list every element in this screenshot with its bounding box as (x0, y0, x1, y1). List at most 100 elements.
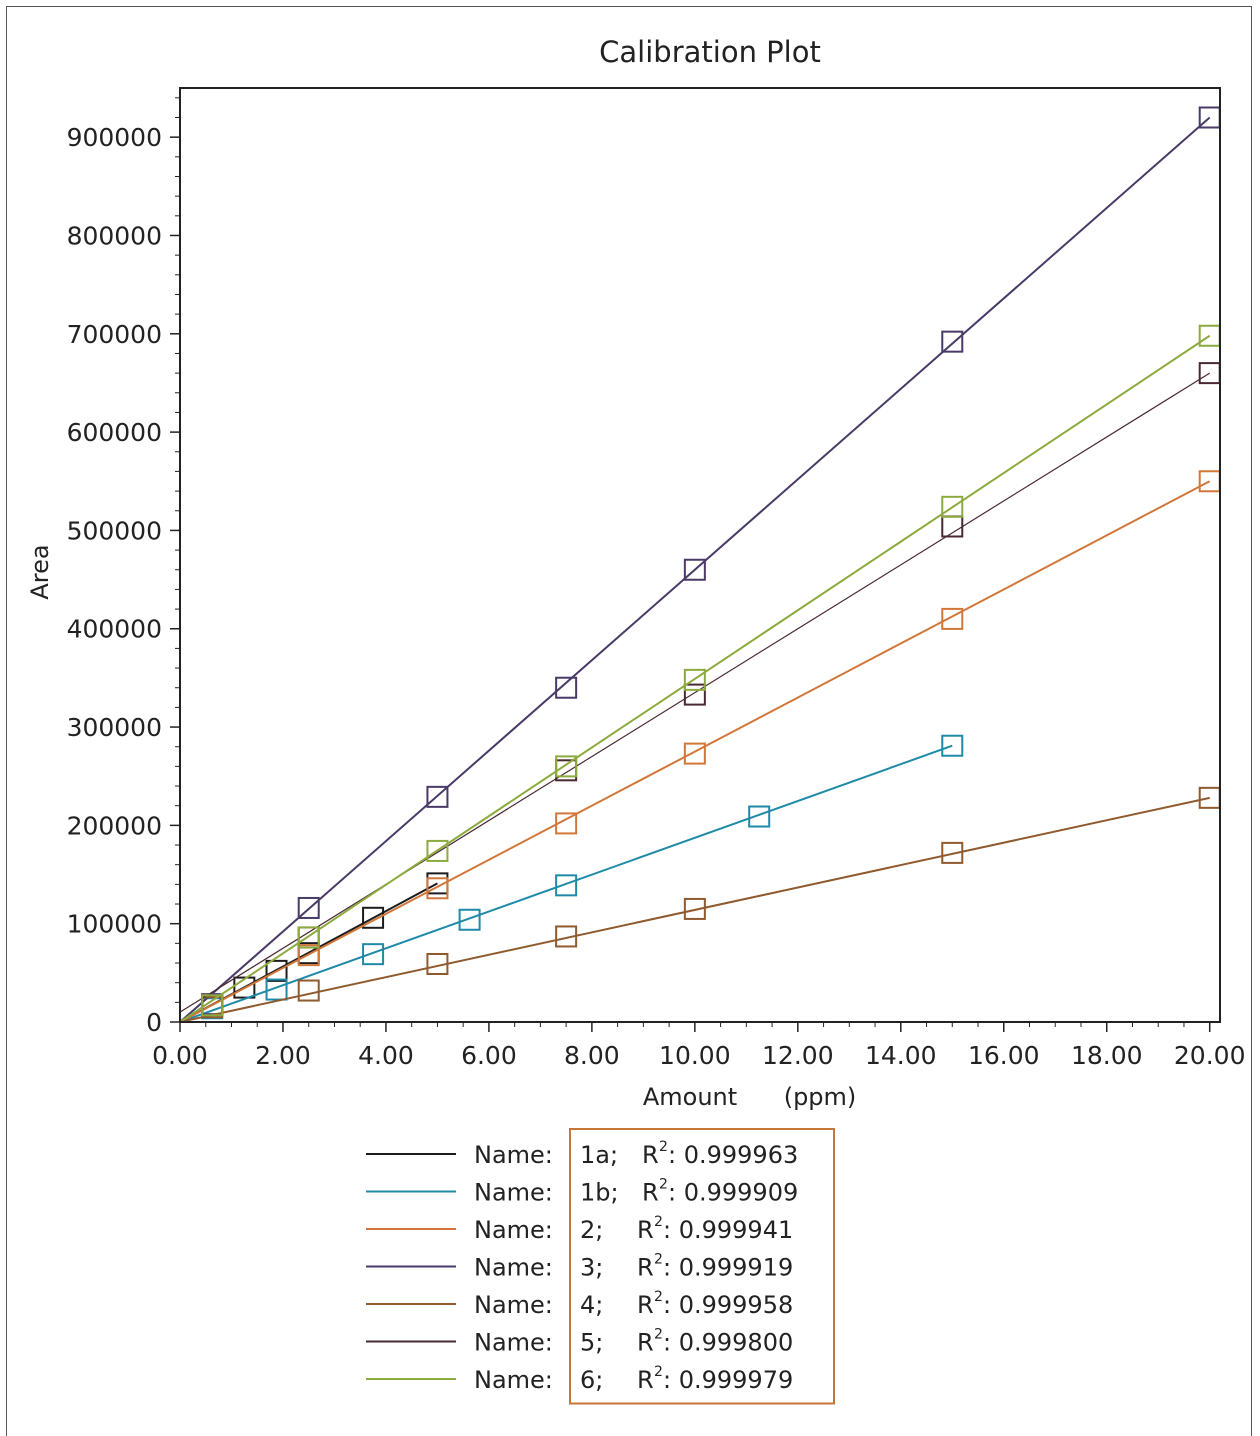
legend-r2-superscript: 2 (654, 1289, 663, 1305)
y-tick-label: 900000 (67, 123, 162, 152)
legend-r2-label: R (642, 1179, 659, 1207)
data-point-6 (426, 839, 449, 862)
series-1b (179, 734, 964, 1023)
legend-r2-label: R (637, 1291, 654, 1319)
data-point-1b (748, 805, 771, 828)
legend-r2-label: R (642, 1141, 659, 1169)
legend-series-id: 2; (580, 1216, 603, 1244)
x-tick-label: 6.00 (461, 1041, 517, 1070)
data-point-4 (941, 841, 964, 864)
data-point-2 (683, 742, 706, 765)
plot-border (179, 87, 1221, 1023)
series-2 (179, 470, 1221, 1023)
x-axis-unit: (ppm) (784, 1083, 857, 1111)
data-point-2 (555, 812, 578, 835)
fit-line-5 (179, 372, 1211, 1013)
data-point-1b (458, 908, 481, 931)
legend-series-id: 6; (580, 1366, 603, 1394)
legend-r2-superscript: 2 (659, 1177, 668, 1193)
chart-frame (6, 6, 1252, 1436)
y-tick-label: 100000 (67, 910, 162, 939)
data-point-1b (555, 874, 578, 897)
x-tick-label: 0.00 (152, 1041, 208, 1070)
fit-line-2 (179, 480, 1211, 1023)
data-point-1a (362, 906, 385, 929)
legend-r2-superscript: 2 (654, 1364, 663, 1380)
data-point-6 (555, 755, 578, 778)
legend-series-id: 3; (580, 1254, 603, 1282)
legend-r2-value: : 0.999979 (663, 1366, 793, 1394)
data-point-4 (297, 979, 320, 1002)
legend-name-label: Name: (474, 1141, 553, 1169)
y-tick-label: 800000 (67, 221, 162, 250)
data-point-1a (265, 959, 288, 982)
fit-line-1b (179, 744, 953, 1023)
data-point-2 (426, 877, 449, 900)
x-tick-label: 16.00 (968, 1041, 1040, 1070)
legend-name-label: Name: (474, 1254, 553, 1282)
y-tick-label: 200000 (67, 811, 162, 840)
y-tick-label: 700000 (67, 320, 162, 349)
series-6 (179, 324, 1221, 1023)
series-3 (179, 106, 1221, 1023)
data-point-5 (683, 683, 706, 706)
data-point-1a (233, 976, 256, 999)
fit-line-4 (179, 796, 1210, 1023)
axes: 0 100000 200000 300000 400000 500000 600000 700… (67, 87, 1246, 1070)
legend-series-id: 1a; (580, 1141, 618, 1169)
legend-r2-superscript: 2 (654, 1214, 663, 1230)
data-point-6 (297, 926, 320, 949)
legend-r2-value: : 0.999919 (663, 1254, 793, 1282)
legend-r2-label: R (637, 1254, 654, 1282)
y-tick-label: 600000 (67, 418, 162, 447)
data-point-4 (426, 952, 449, 975)
fit-line-3 (179, 116, 1211, 1023)
legend-r2-superscript: 2 (654, 1252, 663, 1268)
x-tick-label: 2.00 (255, 1041, 311, 1070)
data-point-6 (941, 495, 964, 518)
x-tick-label: 18.00 (1071, 1041, 1143, 1070)
x-tick-label: 14.00 (865, 1041, 937, 1070)
legend-name-label: Name: (474, 1216, 553, 1244)
legend-r2-superscript: 2 (659, 1139, 668, 1155)
data-point-4 (555, 925, 578, 948)
legend-name-label: Name: (474, 1179, 553, 1207)
x-tick-label: 12.00 (762, 1041, 834, 1070)
legend-r2-label: R (637, 1216, 654, 1244)
y-tick-label: 500000 (67, 516, 162, 545)
data-point-2 (297, 944, 320, 967)
legend-name-label: Name: (474, 1291, 553, 1319)
legend-r2-label: R (637, 1366, 654, 1394)
x-tick-label: 4.00 (358, 1041, 414, 1070)
x-axis-label: Amount (643, 1083, 737, 1111)
legend-r2-value: : 0.999941 (663, 1216, 793, 1244)
data-point-1b (941, 734, 964, 757)
data-point-3 (297, 896, 320, 919)
data-point-3 (683, 558, 706, 581)
series-4 (179, 786, 1221, 1023)
data-point-3 (555, 676, 578, 699)
legend-name-label: Name: (474, 1366, 553, 1394)
y-tick-label: 300000 (67, 713, 162, 742)
legend-box (569, 1128, 835, 1405)
data-point-1b (265, 978, 288, 1001)
y-axis-label: Area (26, 544, 54, 599)
plot-area (179, 106, 1221, 1023)
data-point-1b (362, 943, 385, 966)
legend-r2-superscript: 2 (654, 1327, 663, 1343)
x-tick-label: 10.00 (659, 1041, 731, 1070)
fit-line-6 (179, 334, 1211, 1023)
legend-r2-value: : 0.999958 (663, 1291, 793, 1319)
data-point-6 (683, 668, 706, 691)
legend-series-id: 5; (580, 1329, 603, 1357)
legend-series-id: 1b; (580, 1179, 619, 1207)
data-point-3 (941, 330, 964, 353)
legend-name-label: Name: (474, 1329, 553, 1357)
data-point-4 (683, 897, 706, 920)
x-tick-label: 20.00 (1174, 1041, 1246, 1070)
legend-series-id: 4; (580, 1291, 603, 1319)
legend-r2-label: R (637, 1329, 654, 1357)
data-point-2 (941, 607, 964, 630)
y-tick-label: 400000 (67, 615, 162, 644)
